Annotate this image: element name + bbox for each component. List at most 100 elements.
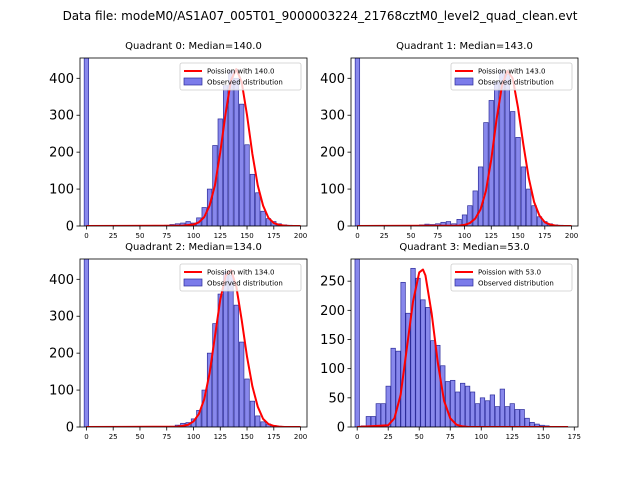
legend-bar-label: Observed distribution (207, 280, 283, 288)
histogram-bar (514, 409, 520, 427)
legend-box (450, 62, 573, 91)
histogram-bar (520, 166, 526, 226)
y-tick-label: 150 (320, 333, 345, 348)
histogram-bar (519, 409, 525, 427)
legend-box (179, 263, 302, 292)
y-tick-label: 0 (337, 220, 345, 235)
histogram-bar (455, 391, 461, 427)
histogram-bar (524, 417, 530, 427)
x-tick-label: 150 (240, 232, 253, 240)
legend: Poission with 143.0 Observed distribution (450, 62, 573, 91)
x-tick-label: 200 (294, 433, 307, 441)
histogram-bar (390, 347, 396, 427)
x-tick-label: 25 (380, 232, 389, 240)
poisson-curve (86, 269, 301, 427)
histogram-bar (435, 344, 441, 427)
chart-panel-2: 0 25 50 75 100 125 150 175 200 0 100 200 300 400 Quadr… (49, 242, 308, 441)
poisson-curve (357, 69, 572, 226)
x-tick-label: 0 (84, 232, 88, 240)
histogram-bar (477, 166, 484, 226)
legend-line-label: Poission with 140.0 (207, 68, 275, 76)
x-tick-label: 150 (537, 433, 550, 441)
histogram-bar (456, 219, 462, 226)
histogram-bar (474, 403, 481, 427)
histogram-bar (249, 400, 255, 427)
x-tick-label: 75 (162, 433, 171, 441)
x-tick-label: 50 (136, 433, 145, 441)
legend-bar-label: Observed distribution (207, 79, 283, 87)
legend-bar-swatch (183, 77, 203, 86)
y-tick-label: 200 (49, 146, 74, 161)
legend-box (450, 263, 573, 292)
x-tick-label: 0 (355, 433, 359, 441)
x-tick-label: 75 (446, 433, 455, 441)
histogram-bar (489, 394, 495, 427)
histogram-bar (509, 403, 515, 427)
x-tick-label: 125 (214, 232, 227, 240)
histogram-bar (233, 304, 239, 427)
y-tick-label: 0 (337, 421, 345, 436)
histogram-bar (469, 391, 476, 427)
histogram-bar (228, 275, 234, 427)
x-tick-label: 75 (433, 232, 442, 240)
histogram-bar (465, 385, 471, 427)
histogram-bar (380, 403, 386, 427)
y-tick-label: 100 (49, 384, 74, 399)
x-tick-label: 150 (511, 232, 524, 240)
histogram-bar (375, 403, 381, 427)
y-tick-label: 400 (320, 72, 345, 87)
legend-bar-label: Observed distribution (478, 79, 554, 87)
y-tick-label: 0 (66, 421, 74, 436)
histogram-bar (472, 190, 478, 226)
y-tick-label: 200 (320, 304, 345, 319)
legend-bar-label: Observed distribution (478, 280, 554, 288)
histogram-bar (461, 214, 468, 226)
poisson-curve (357, 268, 569, 427)
histogram-bar (239, 103, 245, 226)
legend-bar-swatch (183, 278, 203, 287)
panel-title: Quadrant 3: Median=53.0 (399, 242, 529, 253)
histogram-bar (239, 341, 245, 427)
histogram-bar (499, 388, 505, 427)
x-tick-label: 25 (109, 232, 118, 240)
chart-panel-1: 0 25 50 75 100 125 150 175 200 0 100 200 300 400 Quadr… (320, 41, 579, 240)
histogram-bar (410, 267, 416, 427)
panel-title: Quadrant 2: Median=134.0 (125, 242, 262, 253)
histogram-bar (515, 137, 521, 226)
histogram-bar (233, 77, 239, 226)
chart-panel-3: 0 25 50 75 100 125 150 175 0 50 100 150 200 250 Quadra… (320, 242, 581, 441)
x-tick-label: 100 (458, 232, 471, 240)
x-tick-label: 125 (506, 433, 519, 441)
histogram-bar (83, 259, 90, 427)
legend-bar-swatch (454, 278, 474, 287)
histogram-bar (483, 122, 489, 226)
histogram-bar (510, 111, 516, 226)
histogram-bar (83, 58, 90, 226)
x-tick-label: 200 (565, 232, 578, 240)
y-tick-label: 250 (320, 275, 345, 290)
histogram-bar (460, 382, 466, 427)
histogram-bar (365, 416, 371, 427)
histogram-bar (385, 385, 391, 427)
histogram-bar (370, 416, 376, 427)
x-tick-label: 75 (162, 232, 171, 240)
histogram-bar (249, 173, 255, 226)
x-tick-label: 200 (294, 232, 307, 240)
y-tick-label: 200 (49, 347, 74, 362)
y-tick-label: 300 (49, 310, 74, 325)
histogram-bar (415, 277, 421, 427)
y-tick-label: 300 (49, 109, 74, 124)
x-tick-label: 100 (475, 433, 488, 441)
histogram-bar (212, 323, 218, 427)
y-tick-label: 0 (66, 220, 74, 235)
x-tick-label: 175 (538, 232, 551, 240)
x-tick-label: 175 (568, 433, 581, 441)
x-tick-label: 125 (485, 232, 498, 240)
histogram-bar (354, 58, 361, 226)
y-tick-label: 100 (49, 183, 74, 198)
histogram-bar (405, 312, 411, 427)
x-tick-label: 50 (415, 433, 424, 441)
histogram-bar (484, 400, 491, 427)
histogram-bar (260, 421, 266, 427)
